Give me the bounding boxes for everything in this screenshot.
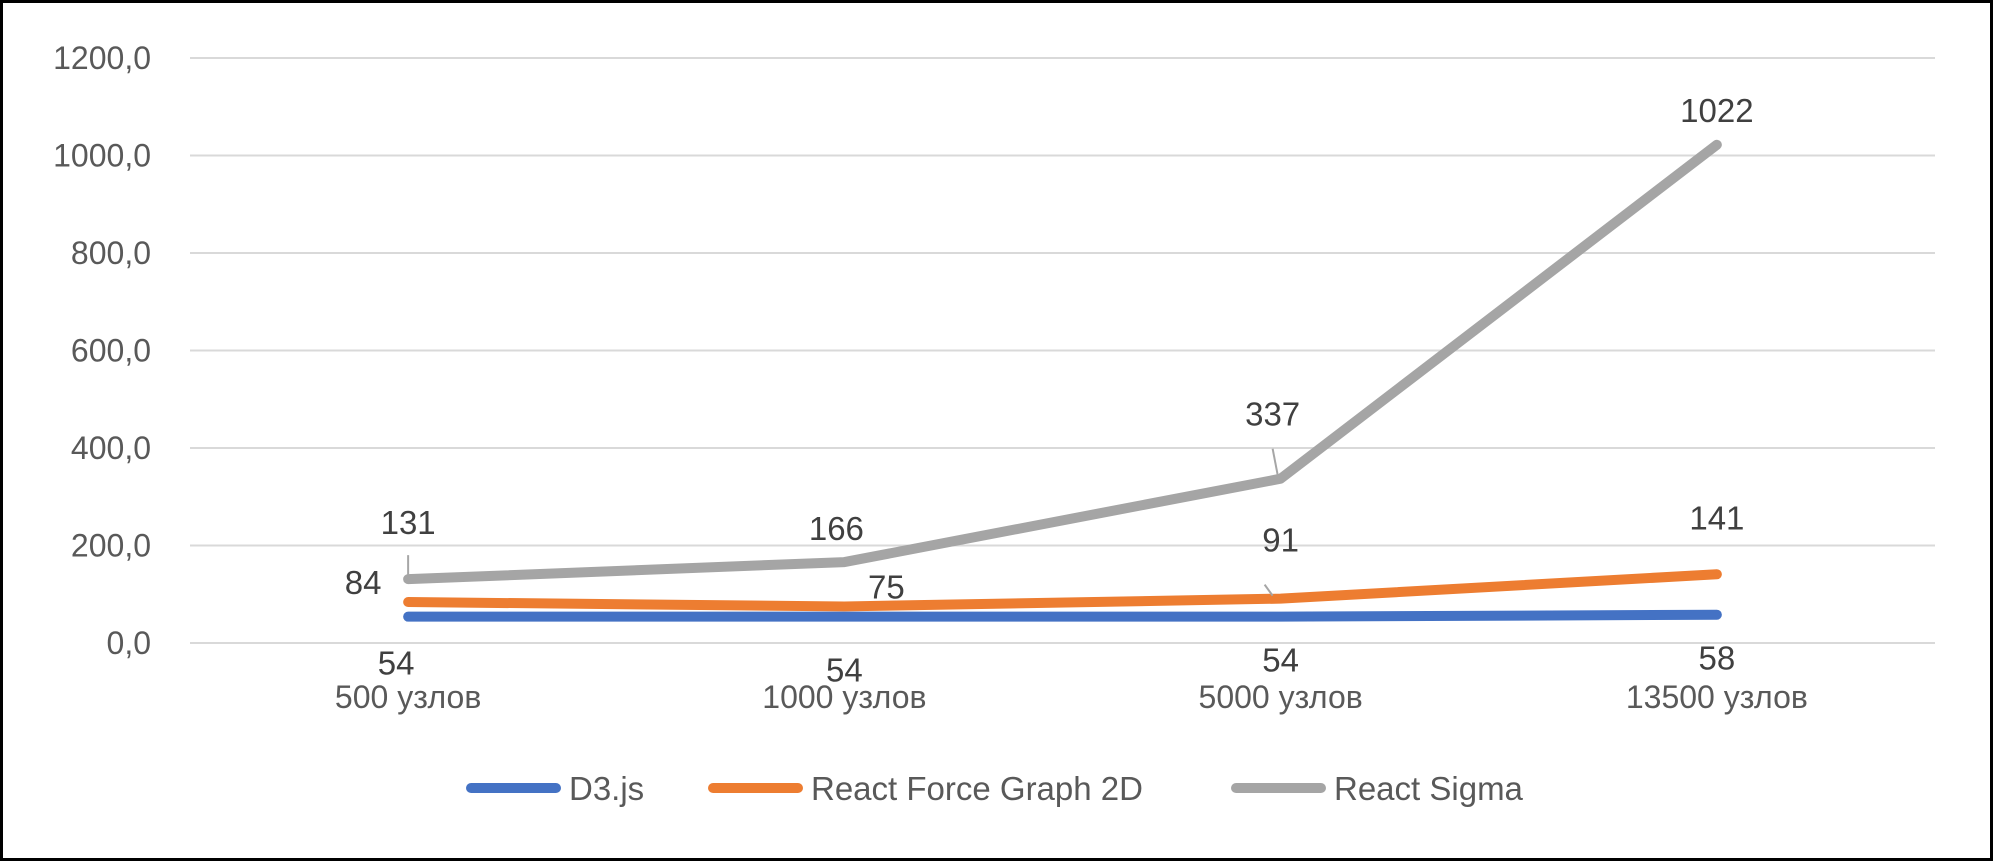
y-axis-tick-labels: 0,0 200,0 400,0 600,0 800,0 1000,0 1200,0	[53, 40, 151, 661]
data-label: 131	[381, 504, 436, 541]
data-labels: 54 54 54 58 84 75 91 141 131 166 337 1022	[345, 92, 1754, 689]
y-tick-label: 1000,0	[53, 138, 151, 174]
series-lines	[403, 139, 1722, 622]
data-label: 75	[868, 568, 905, 605]
series-line-0	[403, 609, 1722, 622]
label-leader-lines	[407, 448, 1279, 597]
data-label: 141	[1689, 499, 1744, 536]
data-label: 54	[378, 645, 415, 682]
data-label: 54	[1262, 642, 1299, 679]
x-axis-tick-labels: 500 узлов 1000 узлов 5000 узлов 13500 узлов	[335, 679, 1808, 715]
legend-label: React Force Graph 2D	[811, 770, 1143, 807]
y-tick-label: 200,0	[71, 528, 151, 564]
x-tick-label: 500 узлов	[335, 679, 481, 715]
data-label: 1022	[1680, 92, 1753, 129]
legend: D3.js React Force Graph 2D React Sigma	[466, 770, 1524, 807]
legend-label: React Sigma	[1334, 770, 1524, 807]
legend-label: D3.js	[569, 770, 644, 807]
label-leader-line	[1271, 448, 1279, 475]
series-line-2	[403, 139, 1722, 585]
y-tick-label: 400,0	[71, 430, 151, 466]
x-tick-label: 13500 узлов	[1626, 679, 1808, 715]
x-tick-label: 5000 узлов	[1199, 679, 1363, 715]
data-label: 91	[1262, 522, 1299, 559]
label-leader-line	[1263, 584, 1274, 597]
x-tick-label: 1000 узлов	[762, 679, 926, 715]
data-label: 84	[345, 564, 382, 601]
data-label: 58	[1699, 640, 1736, 677]
line-chart: 0,0 200,0 400,0 600,0 800,0 1000,0 1200,0 500 …	[53, 40, 1935, 807]
gridlines	[190, 57, 1935, 644]
y-tick-label: 1200,0	[53, 40, 151, 76]
data-label: 166	[809, 510, 864, 547]
data-label: 54	[826, 652, 863, 689]
series-line-1	[403, 569, 1722, 612]
data-label: 337	[1245, 396, 1300, 433]
y-tick-label: 800,0	[71, 235, 151, 271]
y-tick-label: 0,0	[107, 625, 151, 661]
y-tick-label: 600,0	[71, 333, 151, 369]
